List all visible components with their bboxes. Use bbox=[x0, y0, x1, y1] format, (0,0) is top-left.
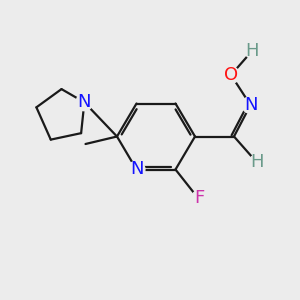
Circle shape bbox=[76, 94, 93, 111]
Text: H: H bbox=[245, 42, 259, 60]
Text: N: N bbox=[244, 96, 257, 114]
Text: N: N bbox=[130, 160, 143, 178]
Circle shape bbox=[249, 155, 264, 169]
Text: F: F bbox=[194, 189, 205, 207]
Circle shape bbox=[245, 44, 259, 58]
Circle shape bbox=[128, 161, 145, 178]
Circle shape bbox=[223, 67, 239, 83]
Circle shape bbox=[242, 97, 259, 113]
Text: H: H bbox=[250, 153, 263, 171]
Text: N: N bbox=[78, 93, 91, 111]
Circle shape bbox=[192, 190, 207, 206]
Text: O: O bbox=[224, 66, 238, 84]
